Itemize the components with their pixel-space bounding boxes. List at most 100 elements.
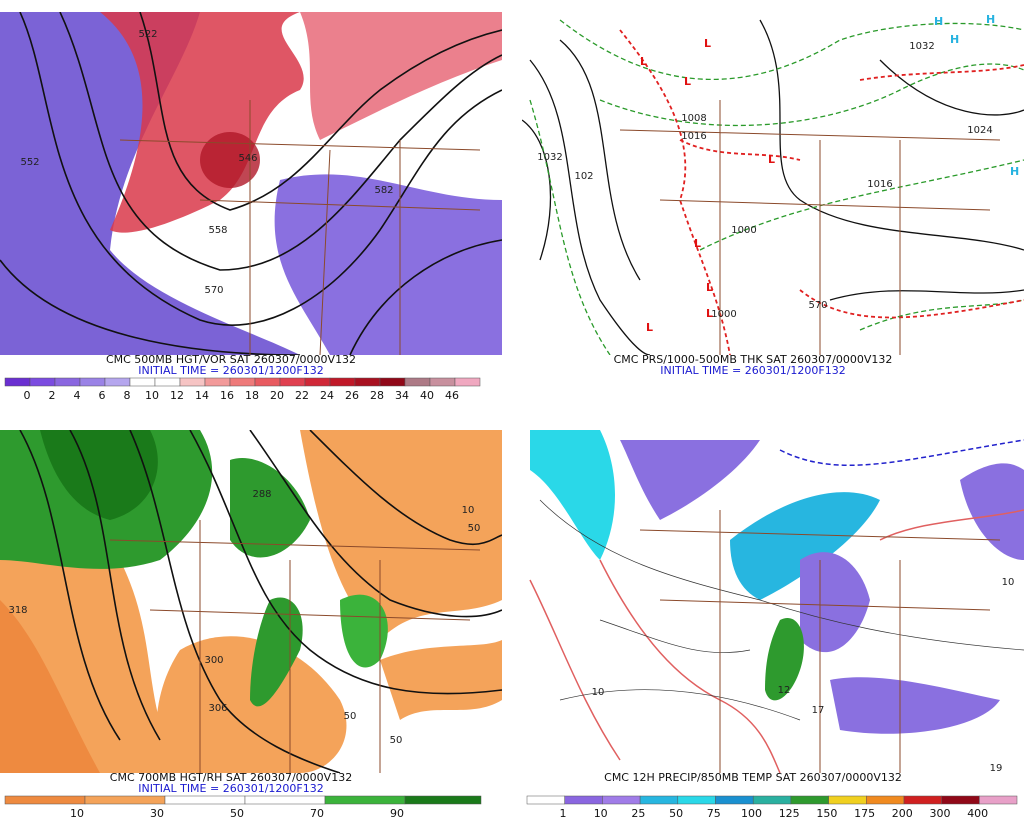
colorbar-swatch <box>639 795 679 805</box>
colorbar-label: 46 <box>445 389 459 402</box>
svg-text:L: L <box>768 153 775 166</box>
contour-label: 17 <box>812 705 825 716</box>
colorbar-swatch <box>204 377 231 387</box>
contour-label: 50 <box>344 711 357 722</box>
svg-text:H: H <box>950 33 959 46</box>
colorbar-label: 50 <box>230 807 244 819</box>
contour-label: 1032 <box>909 41 934 52</box>
contour-label: 50 <box>468 523 481 534</box>
svg-text:L: L <box>694 237 701 250</box>
colorbar-label: 8 <box>124 389 131 402</box>
contour-label: 10 <box>462 505 475 516</box>
colorbar-swatch <box>752 795 792 805</box>
contour-label: 546 <box>238 153 257 164</box>
contour-label: 306 <box>208 703 227 714</box>
colorbar-swatch <box>677 795 716 805</box>
colorbar-label: 12 <box>170 389 184 402</box>
contour-label: 570 <box>204 285 223 296</box>
colorbar-swatch <box>903 795 942 805</box>
colorbar-label: 200 <box>892 807 913 819</box>
colorbar-label: 10 <box>594 807 608 819</box>
contour-label: 1000 <box>711 309 736 320</box>
colorbar-label: 0 <box>24 389 31 402</box>
contour-label: 10 <box>1002 577 1015 588</box>
colorbar-swatch <box>244 795 326 805</box>
colorbar-swatch <box>29 377 56 387</box>
contour-label: 1016 <box>867 179 892 190</box>
colorbar-label: 150 <box>816 807 837 819</box>
colorbar-label: 28 <box>370 389 384 402</box>
panel-title: CMC 12H PRECIP/850MB TEMP SAT 260307/000… <box>604 771 902 784</box>
colorbar-swatch <box>979 795 1018 805</box>
contour-label: 1008 <box>681 113 706 124</box>
colorbar-swatch <box>828 795 867 805</box>
colorbar-swatch <box>379 377 406 387</box>
colorbar-label: 70 <box>310 807 324 819</box>
precip-map <box>522 430 1024 773</box>
colorbar-swatch <box>129 377 156 387</box>
contour-label: 552 <box>20 157 39 168</box>
svg-text:H: H <box>1010 165 1019 178</box>
contour-label: 1000 <box>731 225 756 236</box>
colorbar-label: 40 <box>420 389 434 402</box>
contour-label: 102 <box>574 171 593 182</box>
colorbar-swatch <box>254 377 281 387</box>
colorbar-swatch <box>329 377 356 387</box>
contour-label: 1024 <box>967 125 992 136</box>
panel-title: CMC PRS/1000-500MB THK SAT 260307/0000V1… <box>614 353 893 366</box>
colorbar-swatch <box>715 795 754 805</box>
colorbar-swatch <box>104 377 131 387</box>
colorbar-swatch <box>324 795 406 805</box>
colorbar-swatch <box>4 377 31 387</box>
colorbar-label: 16 <box>220 389 234 402</box>
contour-label: 318 <box>8 605 27 616</box>
panel-title: CMC 700MB HGT/RH SAT 260307/0000V132 <box>110 771 352 784</box>
labels: CMC 500MB HGT/VOR SAT 260307/0000V132INI… <box>4 29 1018 819</box>
svg-text:H: H <box>986 13 995 26</box>
colorbar-label: 34 <box>395 389 409 402</box>
colorbar-swatch <box>564 795 603 805</box>
colorbar-label: 25 <box>631 807 645 819</box>
colorbar-label: 30 <box>150 807 164 819</box>
colorbar-label: 90 <box>390 807 404 819</box>
contour-label: 1032 <box>537 152 562 163</box>
low-markers: LLL LLL LL <box>640 37 775 334</box>
vorticity-map <box>0 12 502 355</box>
colorbar-label: 10 <box>70 807 84 819</box>
contour-label: 300 <box>204 655 223 666</box>
svg-text:L: L <box>646 321 653 334</box>
colorbar-label: 2 <box>49 389 56 402</box>
colorbar-swatch <box>179 377 206 387</box>
contour-label: 288 <box>252 489 271 500</box>
svg-text:L: L <box>640 55 647 68</box>
initial-time: INITIAL TIME = 260301/1200F132 <box>660 364 845 377</box>
colorbar-label: 10 <box>145 389 159 402</box>
colorbar-label: 18 <box>245 389 259 402</box>
colorbar-swatch <box>79 377 106 387</box>
colorbar-swatch <box>404 377 431 387</box>
colorbar-swatch <box>941 795 980 805</box>
contour-label: 50 <box>390 735 403 746</box>
svg-text:H: H <box>934 15 943 28</box>
colorbar-swatch <box>54 377 81 387</box>
colorbar-swatch <box>4 795 86 805</box>
colorbar-label: 175 <box>854 807 875 819</box>
colorbar-label: 26 <box>345 389 359 402</box>
colorbar-swatch <box>84 795 166 805</box>
svg-text:L: L <box>684 75 691 88</box>
contour-label: 570 <box>808 300 827 311</box>
colorbar-label: 20 <box>270 389 284 402</box>
colorbar-swatch <box>154 377 181 387</box>
contour-label: 1016 <box>681 131 706 142</box>
colorbar-swatch <box>429 377 456 387</box>
colorbar-label: 400 <box>967 807 988 819</box>
colorbar-label: 24 <box>320 389 334 402</box>
colorbar-label: 125 <box>779 807 800 819</box>
colorbar-swatch <box>404 795 482 805</box>
colorbar-swatch <box>279 377 306 387</box>
colorbar-label: 75 <box>707 807 721 819</box>
colorbar-swatch <box>526 795 565 805</box>
